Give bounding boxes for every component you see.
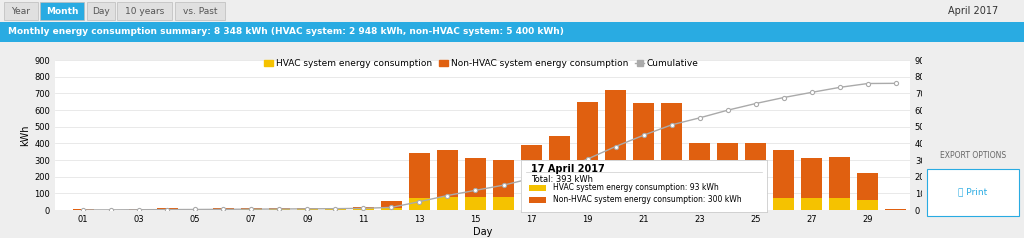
Bar: [857, 173, 879, 200]
Bar: [268, 209, 290, 210]
Bar: [633, 193, 654, 210]
Text: April 2017: April 2017: [948, 6, 998, 16]
Bar: [578, 102, 598, 193]
Bar: [717, 197, 738, 210]
Bar: [773, 198, 795, 210]
Bar: [802, 158, 822, 198]
Bar: [662, 193, 682, 210]
Bar: [717, 143, 738, 197]
Bar: [297, 208, 317, 209]
Text: Month: Month: [46, 6, 78, 15]
Bar: [268, 208, 290, 209]
Bar: [381, 201, 401, 208]
Bar: [437, 197, 458, 210]
Y-axis label: Accumulated energy consumption (kWh): Accumulated energy consumption (kWh): [947, 57, 956, 213]
Bar: [353, 207, 374, 208]
Bar: [521, 194, 542, 210]
Text: Non-HVAC system energy consumption: 300 kWh: Non-HVAC system energy consumption: 300 …: [553, 195, 742, 204]
Bar: [528, 185, 546, 191]
FancyBboxPatch shape: [87, 2, 115, 20]
Text: HVAC system energy consumption: 93 kWh: HVAC system energy consumption: 93 kWh: [553, 183, 719, 192]
Bar: [689, 197, 711, 210]
Bar: [241, 208, 262, 209]
Bar: [381, 208, 401, 210]
Bar: [157, 209, 177, 210]
Bar: [241, 209, 262, 210]
Legend: HVAC system energy consumption, Non-HVAC system energy consumption, Cumulative: HVAC system energy consumption, Non-HVAC…: [260, 55, 702, 72]
Bar: [73, 209, 93, 210]
X-axis label: Day: Day: [473, 227, 493, 237]
Bar: [409, 198, 430, 210]
Bar: [689, 143, 711, 197]
Text: 17 April 2017: 17 April 2017: [531, 164, 605, 174]
Bar: [465, 158, 486, 197]
FancyBboxPatch shape: [4, 2, 38, 20]
Bar: [129, 209, 150, 210]
Bar: [578, 193, 598, 210]
Text: Total: 393 kWh: Total: 393 kWh: [531, 175, 593, 184]
Bar: [157, 208, 177, 209]
Text: ⎙ Print: ⎙ Print: [958, 188, 987, 196]
Text: Monthly energy consumption summary: 8 348 kWh (HVAC system: 2 948 kWh, non-HVAC : Monthly energy consumption summary: 8 34…: [8, 28, 564, 36]
Bar: [528, 197, 546, 203]
Bar: [549, 194, 570, 210]
Bar: [857, 200, 879, 210]
FancyBboxPatch shape: [175, 2, 225, 20]
Bar: [437, 150, 458, 197]
FancyBboxPatch shape: [40, 2, 84, 20]
Bar: [325, 208, 346, 209]
Bar: [745, 143, 766, 197]
Bar: [773, 150, 795, 198]
Bar: [886, 209, 906, 210]
Bar: [605, 90, 626, 190]
Bar: [493, 160, 514, 197]
Y-axis label: kWh: kWh: [20, 124, 30, 146]
Bar: [829, 157, 850, 198]
Bar: [633, 103, 654, 193]
FancyBboxPatch shape: [117, 2, 172, 20]
Bar: [213, 209, 233, 210]
Bar: [549, 136, 570, 194]
Bar: [521, 144, 542, 194]
Text: 10 years: 10 years: [125, 6, 164, 15]
Bar: [213, 208, 233, 209]
Bar: [745, 197, 766, 210]
Text: Day: Day: [92, 6, 110, 15]
Bar: [802, 198, 822, 210]
Text: vs. Past: vs. Past: [182, 6, 217, 15]
Bar: [465, 197, 486, 210]
FancyBboxPatch shape: [927, 169, 1019, 216]
Bar: [297, 209, 317, 210]
Bar: [353, 208, 374, 210]
Bar: [184, 209, 206, 210]
Bar: [325, 209, 346, 210]
Bar: [493, 197, 514, 210]
Text: Year: Year: [11, 6, 31, 15]
Bar: [829, 198, 850, 210]
Bar: [409, 153, 430, 198]
Bar: [605, 190, 626, 210]
Text: EXPORT OPTIONS: EXPORT OPTIONS: [940, 151, 1006, 160]
Bar: [662, 103, 682, 193]
